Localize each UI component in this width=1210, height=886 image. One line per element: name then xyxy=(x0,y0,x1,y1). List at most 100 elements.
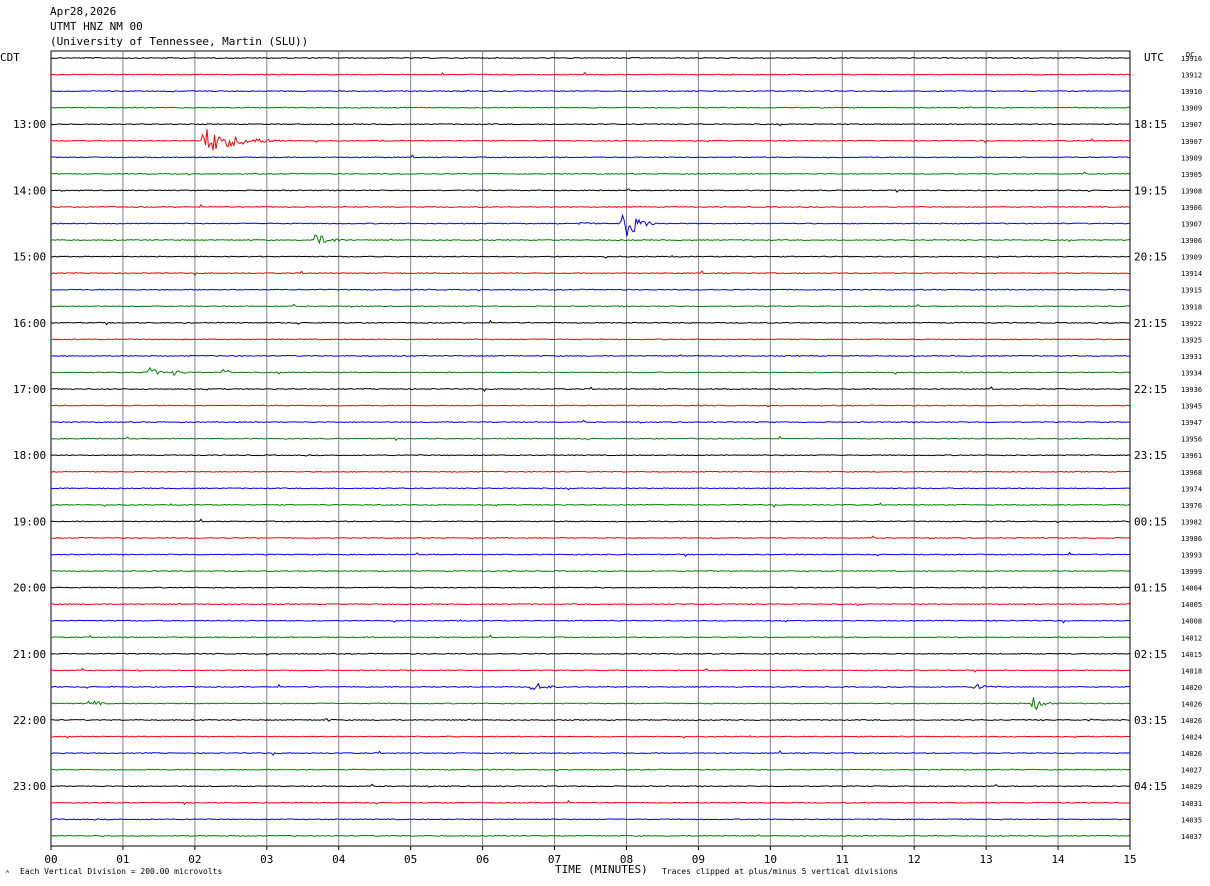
x-tick-label: 12 xyxy=(908,853,921,866)
trace-line xyxy=(50,783,1130,788)
trace-line xyxy=(50,667,1130,673)
trace-line xyxy=(50,487,1130,491)
trace-line xyxy=(50,470,1130,473)
trace-line xyxy=(50,171,1130,176)
trace-line xyxy=(50,270,1130,277)
dc-value-label: 13909 xyxy=(1181,254,1202,262)
x-tick-label: 02 xyxy=(188,853,201,866)
trace-line xyxy=(50,634,1130,639)
trace-line xyxy=(50,682,1130,691)
plot-grid xyxy=(50,50,1131,847)
dc-value-label: 13906 xyxy=(1181,237,1202,245)
scale-marker: ⌃ xyxy=(5,869,10,878)
left-zone-label: CDT xyxy=(0,51,20,64)
dc-value-label: 13936 xyxy=(1181,386,1202,394)
dc-value-label: 14024 xyxy=(1181,734,1202,742)
trace-line xyxy=(50,718,1130,722)
dc-value-label: 13909 xyxy=(1181,154,1202,162)
dc-value-label: 14008 xyxy=(1181,618,1202,626)
dc-value-label: 14018 xyxy=(1181,667,1202,675)
trace-line xyxy=(50,303,1130,308)
trace-line xyxy=(50,586,1130,589)
dc-value-label: 13915 xyxy=(1181,287,1202,295)
dc-value-label: 13993 xyxy=(1181,552,1202,560)
dc-value-label: 13907 xyxy=(1181,121,1202,129)
trace-line xyxy=(50,57,1130,60)
dc-value-label: 14004 xyxy=(1181,585,1202,593)
trace-line xyxy=(50,354,1130,357)
trace-line xyxy=(50,213,1130,237)
dc-value-label: 13931 xyxy=(1181,353,1202,361)
cdt-hour-label: 17:00 xyxy=(13,383,46,396)
dc-value-label: 14020 xyxy=(1181,684,1202,692)
trace-line xyxy=(50,818,1130,821)
dc-value-label: 13982 xyxy=(1181,518,1202,526)
trace-line xyxy=(50,255,1130,259)
x-tick-label: 13 xyxy=(980,853,993,866)
dc-value-label: 13916 xyxy=(1181,55,1202,63)
cdt-hour-label: 22:00 xyxy=(13,714,46,727)
dc-value-label: 14031 xyxy=(1181,800,1202,808)
trace-line xyxy=(50,435,1130,442)
cdt-hour-label: 13:00 xyxy=(13,118,46,131)
utc-hour-label: 18:15 xyxy=(1134,118,1167,131)
trace-line xyxy=(50,404,1130,408)
trace-line xyxy=(50,366,1130,377)
utc-hour-label: 19:15 xyxy=(1134,184,1167,197)
dc-value-label: 14035 xyxy=(1181,816,1202,824)
dc-value-label: 13961 xyxy=(1181,452,1202,460)
cdt-hour-label: 19:00 xyxy=(13,515,46,528)
utc-hour-label: 03:15 xyxy=(1134,714,1167,727)
dc-value-label: 13986 xyxy=(1181,535,1202,543)
trace-line xyxy=(50,602,1130,607)
dc-value-label: 13912 xyxy=(1181,72,1202,80)
dc-value-label: 13905 xyxy=(1181,171,1202,179)
trace-line xyxy=(50,154,1130,159)
dc-value-label: 14026 xyxy=(1181,717,1202,725)
dc-value-label: 13934 xyxy=(1181,369,1202,377)
trace-line xyxy=(50,203,1130,209)
dc-value-label: 14012 xyxy=(1181,634,1202,642)
dc-value-label: 13968 xyxy=(1181,469,1202,477)
dc-value-label: 13907 xyxy=(1181,138,1202,146)
x-tick-label: 06 xyxy=(476,853,489,866)
trace-line xyxy=(50,123,1130,127)
trace-line xyxy=(50,319,1130,326)
dc-value-label: 14005 xyxy=(1181,601,1202,609)
x-tick-label: 14 xyxy=(1051,853,1065,866)
dc-value-label: 14037 xyxy=(1181,833,1202,841)
cdt-hour-label: 16:00 xyxy=(13,317,46,330)
plot-frame xyxy=(50,50,1131,847)
x-tick-label: 15 xyxy=(1123,853,1136,866)
trace-line xyxy=(50,129,1130,151)
header-station: UTMT HNZ NM 00 xyxy=(50,20,143,33)
trace-line xyxy=(50,188,1130,193)
trace-line xyxy=(50,570,1130,573)
x-axis: 00 01 02 03 04 05 06 07 08 09 10 11 12 13 14 15 xyxy=(44,846,1137,866)
trace-line xyxy=(50,768,1130,772)
trace-line xyxy=(50,106,1130,109)
x-tick-label: 07 xyxy=(548,853,561,866)
header-network: (University of Tennessee, Martin (SLU)) xyxy=(50,35,308,48)
trace-line xyxy=(50,750,1130,757)
trace-line xyxy=(50,551,1130,558)
dc-value-label: 13945 xyxy=(1181,403,1202,411)
cdt-hour-label: 18:00 xyxy=(13,449,46,462)
utc-hour-label: 22:15 xyxy=(1134,383,1167,396)
dc-value-label: 14026 xyxy=(1181,750,1202,758)
cdt-hour-label: 14:00 xyxy=(13,184,46,197)
trace-line xyxy=(50,89,1130,93)
x-tick-label: 05 xyxy=(404,853,417,866)
trace-line xyxy=(50,386,1130,392)
cdt-hour-label: 21:00 xyxy=(13,648,46,661)
utc-hour-label: 21:15 xyxy=(1134,317,1167,330)
x-tick-label: 08 xyxy=(620,853,633,866)
trace-line xyxy=(50,652,1130,656)
trace-line xyxy=(50,338,1130,341)
utc-hour-label: 01:15 xyxy=(1134,582,1167,595)
dc-value-label: 14029 xyxy=(1181,783,1202,791)
trace-line xyxy=(50,834,1130,837)
trace-group xyxy=(50,57,1130,837)
dc-value-label: 14015 xyxy=(1181,651,1202,659)
